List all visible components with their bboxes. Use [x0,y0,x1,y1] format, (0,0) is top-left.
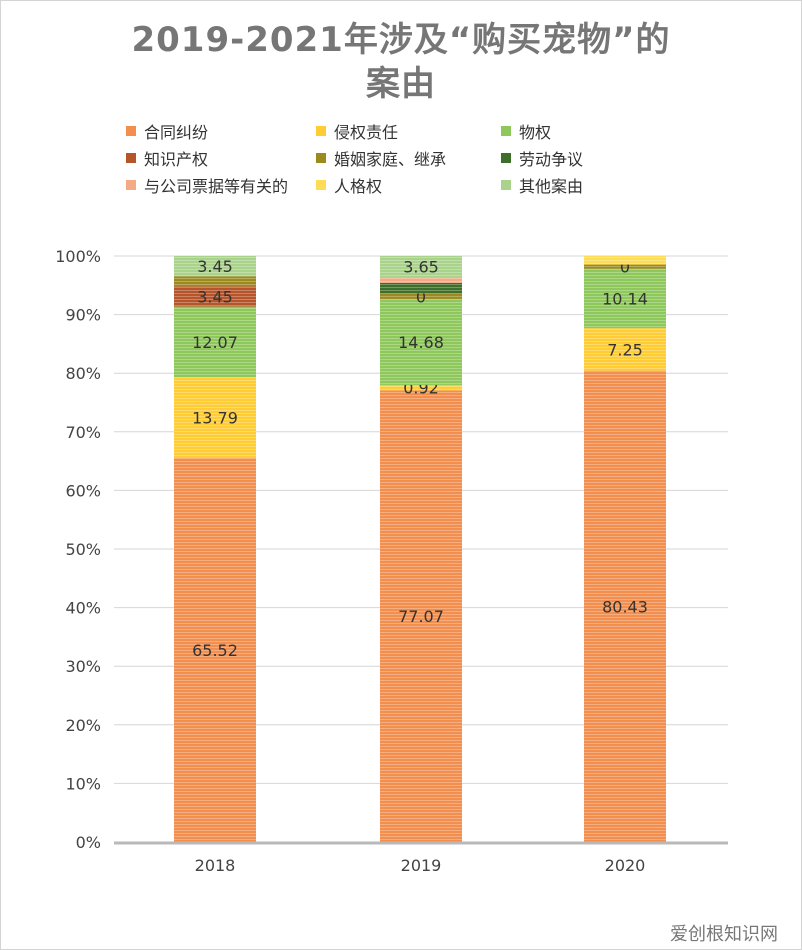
y-tick-label: 80% [65,364,101,383]
legend-label: 与公司票据等有关的 [144,177,289,196]
bar-segment [380,298,462,385]
data-label: 13.79 [192,409,238,428]
legend-item: 人格权 [316,174,382,196]
y-tick-label: 40% [65,599,101,618]
legend-label: 知识产权 [144,150,209,169]
legend-item: 劳动争议 [501,147,583,169]
x-tick-label: 2019 [401,856,442,875]
y-tick-label: 0% [76,833,101,852]
bar-segment [174,458,256,842]
bar-segment [584,370,666,842]
data-label: 12.07 [192,333,238,352]
legend-item: 物权 [501,120,551,142]
bar-segment [380,293,462,299]
legend-swatch [501,153,511,163]
data-label: 10.14 [602,289,648,308]
data-label: 65.52 [192,641,238,660]
chart-title: 2019-2021年涉及“购买宠物”的 案由 [0,18,802,106]
chart-title-line1: 2019-2021年涉及“购买宠物”的 [131,20,671,60]
legend-label: 人格权 [334,177,383,196]
legend-item: 与公司票据等有关的 [126,174,288,196]
legend-label: 婚姻家庭、继承 [334,150,447,169]
bar-segment [174,256,256,277]
x-tick-label: 2020 [605,856,646,875]
watermark: 爱创根知识网 [670,924,778,945]
bar-segment [174,276,256,287]
bar-segment [174,286,256,307]
legend-swatch [126,153,136,163]
legend-swatch [501,126,511,136]
chart-title-line2: 案由 [366,64,436,104]
data-label: 77.07 [398,607,444,626]
data-label: 3.45 [197,287,233,306]
y-tick-label: 70% [65,423,101,442]
data-label: 3.65 [403,258,439,277]
legend-label: 侵权责任 [334,123,399,142]
y-tick-label: 60% [65,481,101,500]
bar-segment [584,264,666,269]
legend-item: 婚姻家庭、继承 [316,147,446,169]
legend-item: 合同纠纷 [126,120,208,142]
legend-label: 其他案由 [519,177,584,196]
data-label: 0 [620,258,630,277]
bar-segment [174,377,256,459]
legend-item: 侵权责任 [316,120,398,142]
bar-segment [380,390,462,842]
chart-legend: 合同纠纷 侵权责任 物权知识产权 婚姻家庭、继承 劳动争议与公司票据等有关的 人格权 其他案… [126,120,726,202]
bar-segment [380,384,462,391]
y-tick-label: 100% [55,247,101,266]
y-tick-label: 90% [65,306,101,325]
y-tick-label: 20% [65,716,101,735]
bar-segment [380,282,462,294]
data-label: 3.45 [197,257,233,276]
legend-swatch [316,180,326,190]
legend-label: 劳动争议 [519,150,584,169]
data-label: 7.25 [607,340,643,359]
legend-swatch [316,153,326,163]
data-label: 14.68 [398,333,444,352]
legend-label: 物权 [519,123,552,142]
legend-label: 合同纠纷 [144,123,209,142]
data-label: 0 [416,287,426,306]
bar-segment [380,256,462,278]
y-tick-label: 50% [65,540,101,559]
bar-segment [584,268,666,329]
data-label: 80.43 [602,597,648,616]
legend-item: 知识产权 [126,147,208,169]
bar-segment [584,256,666,265]
legend-swatch [501,180,511,190]
legend-item: 其他案由 [501,174,583,196]
x-tick-label: 2018 [195,856,236,875]
y-tick-label: 30% [65,657,101,676]
legend-swatch [126,180,136,190]
bar-segment [380,277,462,283]
y-tick-label: 10% [65,774,101,793]
legend-swatch [126,126,136,136]
bar-segment [584,328,666,371]
legend-swatch [316,126,326,136]
bar-segment [174,306,256,378]
